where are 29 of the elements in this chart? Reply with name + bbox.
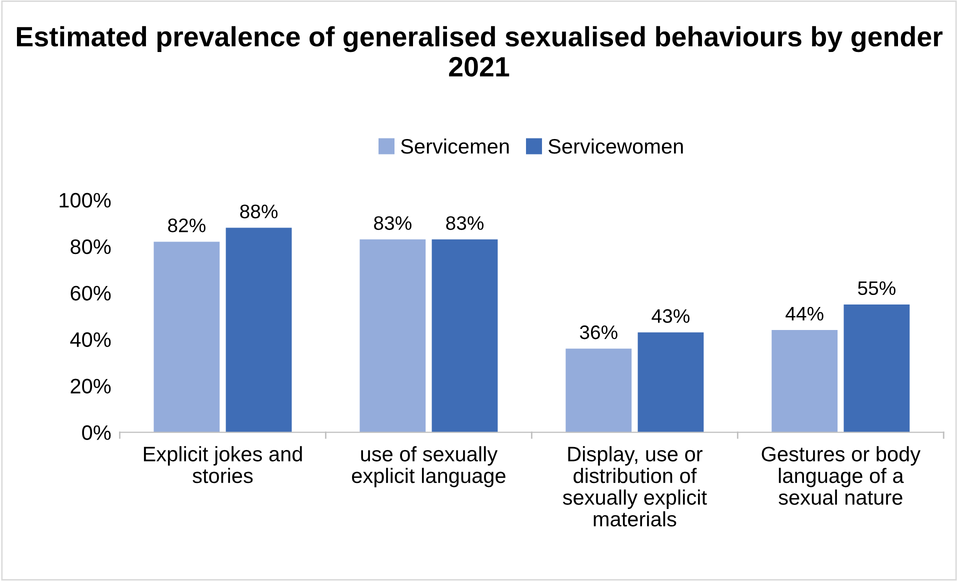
chart-title: Estimated prevalence of generalised sexualised behaviours by gender 2021 [16, 26, 943, 77]
y-tick-label: 40% [70, 332, 111, 348]
data-label: 43% [652, 309, 690, 323]
data-label: 55% [858, 281, 896, 296]
bar [432, 239, 498, 432]
y-tick-label: 20% [70, 378, 111, 394]
data-label: 88% [240, 204, 278, 218]
bar [360, 239, 426, 432]
legend-label: Servicewomen [548, 138, 683, 154]
data-label: 36% [580, 325, 618, 340]
x-tick-label: Display, use or distribution of sexually explicit materials [562, 446, 707, 527]
legend-label: Servicemen [401, 138, 509, 154]
y-tick-label: 0% [82, 425, 111, 440]
x-tick-label: Explicit jokes and stories [144, 446, 302, 484]
bar [638, 332, 704, 432]
data-label: 83% [446, 216, 484, 230]
y-tick-label: 60% [70, 286, 111, 301]
data-label: 44% [786, 306, 824, 321]
bar [566, 348, 632, 432]
bar [844, 304, 910, 432]
data-label: 82% [168, 218, 206, 232]
y-tick-label: 100% [60, 192, 111, 208]
x-tick-label: use of sexually explicit language [352, 446, 506, 488]
data-label: 83% [374, 216, 412, 230]
bar [226, 228, 292, 432]
x-tick-label: Gestures or body language of a sexual nature [762, 446, 921, 505]
bar [154, 242, 220, 432]
y-tick-label: 80% [70, 239, 111, 254]
bar [772, 330, 838, 432]
